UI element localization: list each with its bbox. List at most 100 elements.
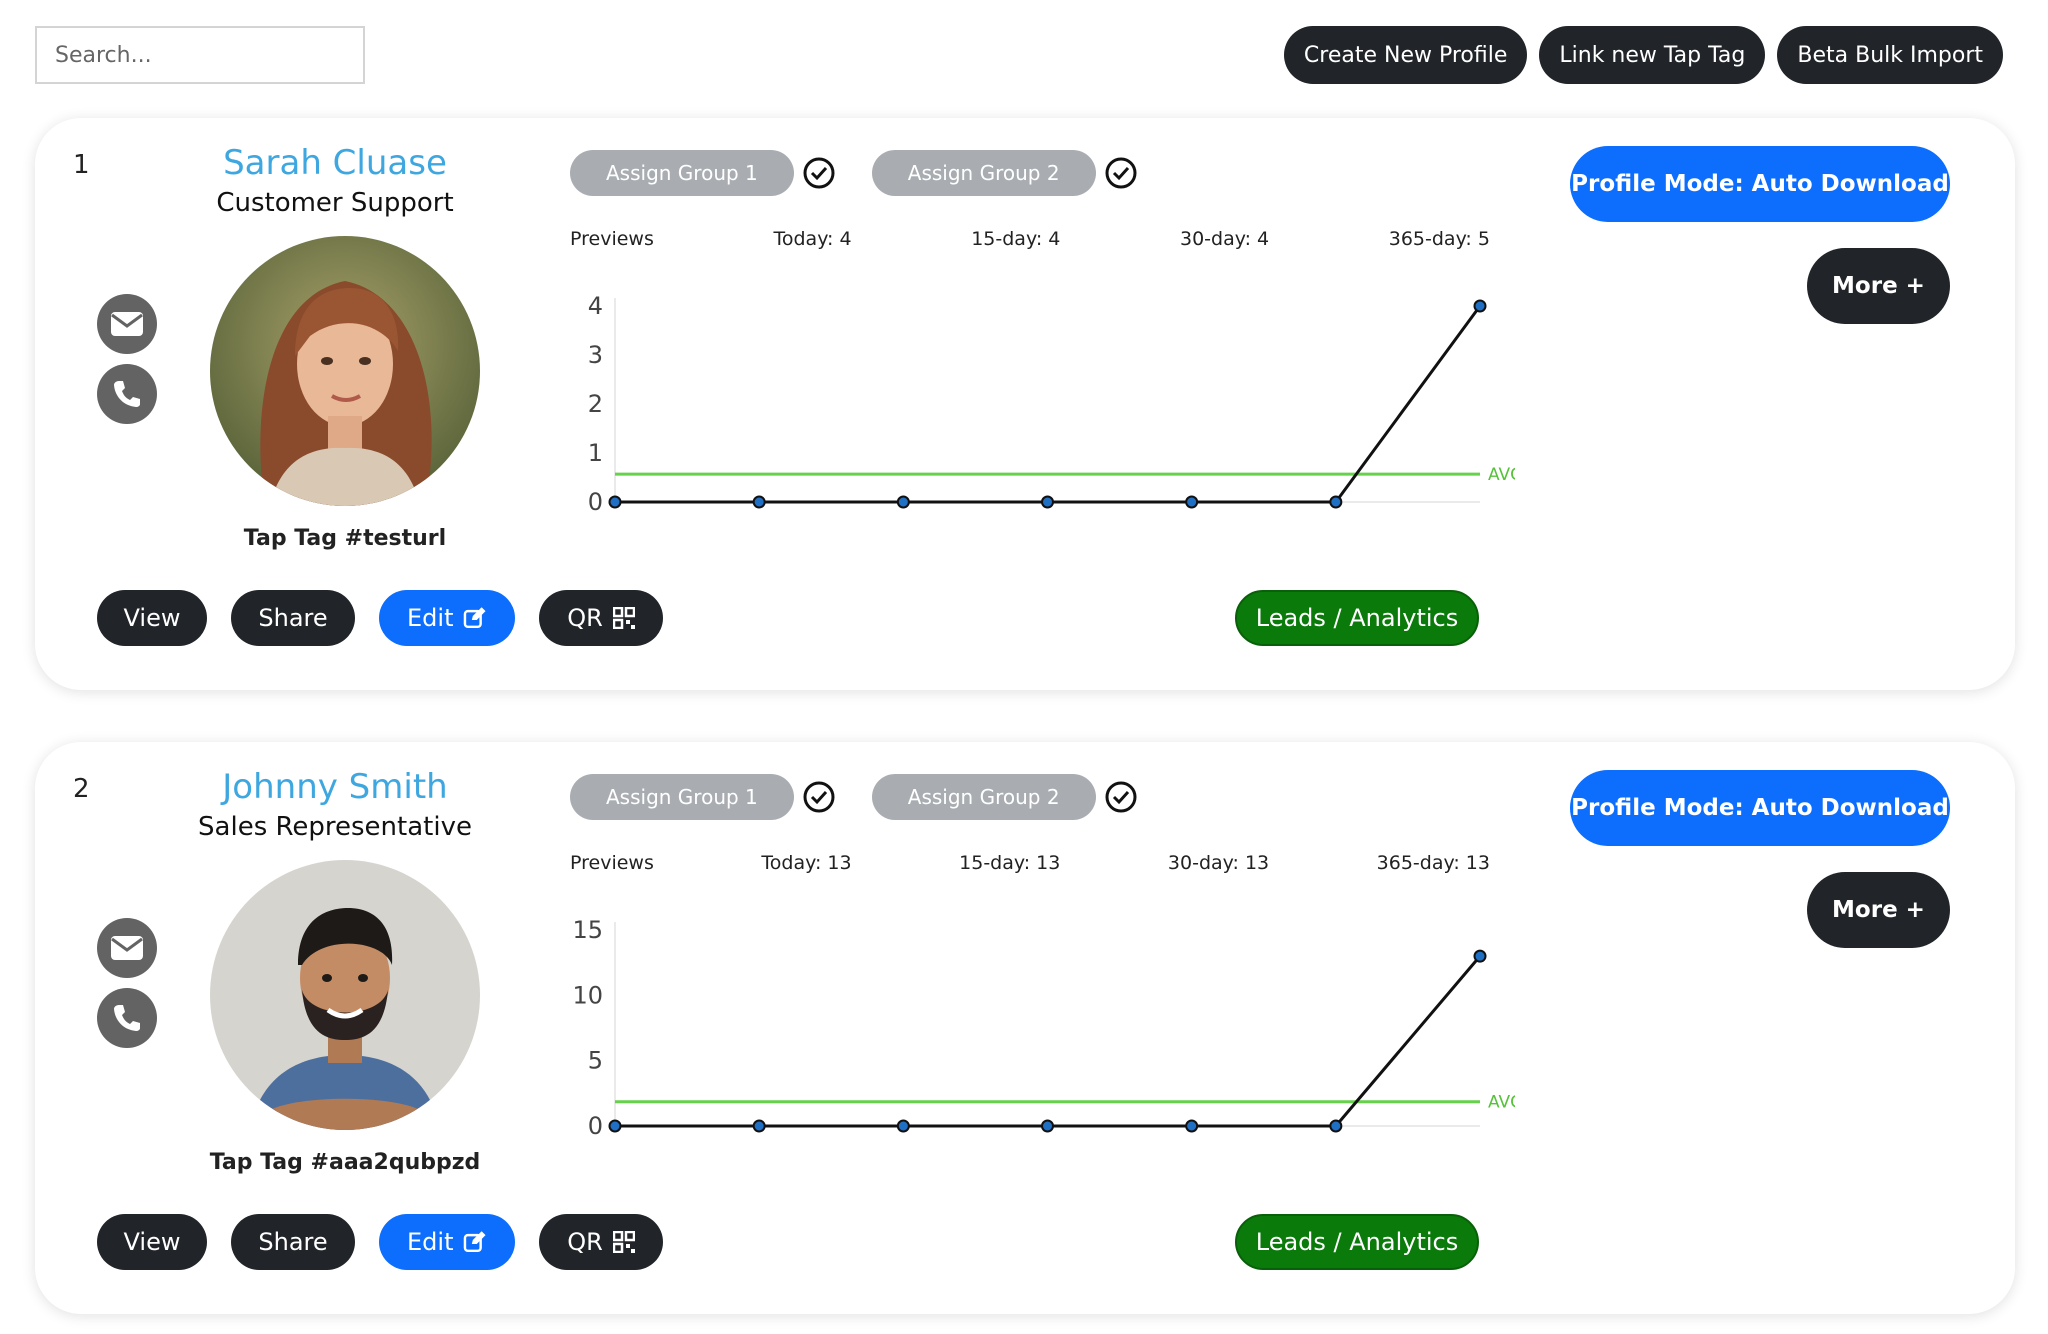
edit-label: Edit bbox=[407, 1228, 454, 1256]
edit-button[interactable]: Edit bbox=[379, 1214, 515, 1270]
check-circle-icon[interactable] bbox=[1104, 780, 1138, 814]
data-point bbox=[1329, 1119, 1343, 1133]
profile-index: 1 bbox=[73, 150, 90, 180]
assign-group-2-button[interactable]: Assign Group 2 bbox=[871, 150, 1096, 196]
data-point bbox=[1041, 495, 1054, 509]
preview-stats: Previews Today: 4 15-day: 4 30-day: 4 36… bbox=[570, 228, 1490, 250]
avg-label: AVG bbox=[1488, 1093, 1515, 1113]
data-point bbox=[1473, 949, 1487, 963]
tap-tag-label: Tap Tag #testurl bbox=[243, 526, 447, 551]
profile-name[interactable]: Sarah Cluase bbox=[223, 143, 447, 183]
data-point bbox=[1473, 299, 1487, 313]
profile-actions: View Share Edit QR bbox=[97, 590, 663, 646]
bulk-import-button[interactable]: Beta Bulk Import bbox=[1777, 26, 2003, 84]
preview-stats: Previews Today: 13 15-day: 13 30-day: 13… bbox=[570, 852, 1490, 874]
phone-icon bbox=[114, 1005, 140, 1031]
avatar bbox=[210, 860, 480, 1130]
y-tick-label: 15 bbox=[572, 916, 603, 944]
email-button[interactable] bbox=[97, 918, 157, 978]
envelope-icon bbox=[111, 312, 143, 336]
assign-group-2-button[interactable]: Assign Group 2 bbox=[871, 774, 1096, 820]
y-tick-label: 10 bbox=[572, 981, 603, 1009]
data-point bbox=[896, 1119, 910, 1133]
data-point bbox=[752, 495, 766, 509]
y-tick-label: 1 bbox=[588, 439, 603, 467]
stat-30-day: 30-day: 13 bbox=[1167, 852, 1270, 874]
data-point bbox=[896, 495, 910, 509]
share-button[interactable]: Share bbox=[231, 1214, 355, 1270]
profile-card: 2 Johnny Smith Sales Representative Tap … bbox=[35, 742, 2015, 1314]
stat-30-day: 30-day: 4 bbox=[1179, 228, 1270, 250]
check-circle-icon[interactable] bbox=[802, 156, 836, 190]
assign-group-1-button[interactable]: Assign Group 1 bbox=[570, 774, 794, 820]
check-circle-icon[interactable] bbox=[1104, 156, 1138, 190]
data-point bbox=[1185, 1119, 1199, 1133]
envelope-icon bbox=[111, 936, 143, 960]
stat-365-day: 365-day: 13 bbox=[1376, 852, 1490, 874]
previews-chart: 05101504/0504/0604/0704/0804/0904/1004/1… bbox=[572, 916, 1515, 1140]
phone-icon bbox=[114, 381, 140, 407]
tap-tag-label: Tap Tag #aaa2qubpzd bbox=[209, 1150, 481, 1175]
more-button[interactable]: More + bbox=[1807, 872, 1950, 948]
share-button[interactable]: Share bbox=[231, 590, 355, 646]
stat-15-day: 15-day: 13 bbox=[959, 852, 1061, 874]
qr-label: QR bbox=[567, 1228, 603, 1256]
profile-name[interactable]: Johnny Smith bbox=[222, 767, 448, 807]
profile-photo bbox=[210, 860, 480, 1130]
profile-job-title: Customer Support bbox=[216, 187, 454, 218]
y-tick-label: 5 bbox=[588, 1047, 603, 1075]
profile-index: 2 bbox=[73, 774, 90, 804]
qr-button[interactable]: QR bbox=[539, 1214, 663, 1270]
stat-today: Today: 13 bbox=[761, 852, 852, 874]
data-point bbox=[1185, 495, 1199, 509]
more-button[interactable]: More + bbox=[1807, 248, 1950, 324]
y-tick-label: 4 bbox=[588, 292, 603, 320]
qr-button[interactable]: QR bbox=[539, 590, 663, 646]
view-button[interactable]: View bbox=[97, 1214, 207, 1270]
leads-analytics-button[interactable]: Leads / Analytics bbox=[1235, 590, 1479, 646]
view-button[interactable]: View bbox=[97, 590, 207, 646]
profile-card: 1 Sarah Cluase Customer Support Tap Tag … bbox=[35, 118, 2015, 690]
edit-icon bbox=[464, 1231, 487, 1253]
previews-chart: 0123404/0504/0604/0704/0804/0904/1004/11… bbox=[588, 292, 1515, 516]
data-point bbox=[608, 495, 622, 509]
avg-label: AVG bbox=[1488, 465, 1515, 485]
profile-actions: View Share Edit QR bbox=[97, 1214, 663, 1270]
profile-mode-button[interactable]: Profile Mode: Auto Download bbox=[1570, 146, 1950, 222]
email-button[interactable] bbox=[97, 294, 157, 354]
assign-group-1-button[interactable]: Assign Group 1 bbox=[570, 150, 794, 196]
data-point bbox=[752, 1119, 766, 1133]
stat-15-day: 15-day: 4 bbox=[971, 228, 1061, 250]
phone-button[interactable] bbox=[97, 364, 157, 424]
group-assignments: Assign Group 1 Assign Group 2 bbox=[570, 150, 1174, 196]
stats-label: Previews bbox=[570, 852, 654, 874]
link-tap-tag-button[interactable]: Link new Tap Tag bbox=[1539, 26, 1766, 84]
y-tick-label: 0 bbox=[588, 488, 603, 516]
edit-button[interactable]: Edit bbox=[379, 590, 515, 646]
profile-photo bbox=[210, 236, 480, 506]
edit-label: Edit bbox=[407, 604, 454, 632]
create-profile-button[interactable]: Create New Profile bbox=[1283, 26, 1528, 84]
y-tick-label: 0 bbox=[588, 1112, 603, 1140]
phone-button[interactable] bbox=[97, 988, 157, 1048]
qr-code-icon bbox=[612, 607, 635, 629]
stats-label: Previews bbox=[570, 228, 654, 250]
profile-identity: Sarah Cluase Customer Support bbox=[185, 142, 485, 221]
data-point bbox=[1041, 1119, 1054, 1133]
profile-job-title: Sales Representative bbox=[198, 811, 472, 842]
search-input[interactable] bbox=[35, 26, 365, 84]
edit-icon bbox=[464, 607, 487, 629]
stat-365-day: 365-day: 5 bbox=[1388, 228, 1490, 250]
profile-identity: Johnny Smith Sales Representative bbox=[185, 766, 485, 845]
check-circle-icon[interactable] bbox=[802, 780, 836, 814]
y-tick-label: 2 bbox=[588, 390, 603, 418]
profile-mode-button[interactable]: Profile Mode: Auto Download bbox=[1570, 770, 1950, 846]
leads-analytics-button[interactable]: Leads / Analytics bbox=[1235, 1214, 1479, 1270]
qr-code-icon bbox=[612, 1231, 635, 1253]
y-tick-label: 3 bbox=[588, 341, 603, 369]
stat-today: Today: 4 bbox=[773, 228, 852, 250]
data-point bbox=[1329, 495, 1343, 509]
qr-label: QR bbox=[567, 604, 603, 632]
group-assignments: Assign Group 1 Assign Group 2 bbox=[570, 774, 1174, 820]
data-point bbox=[608, 1119, 622, 1133]
